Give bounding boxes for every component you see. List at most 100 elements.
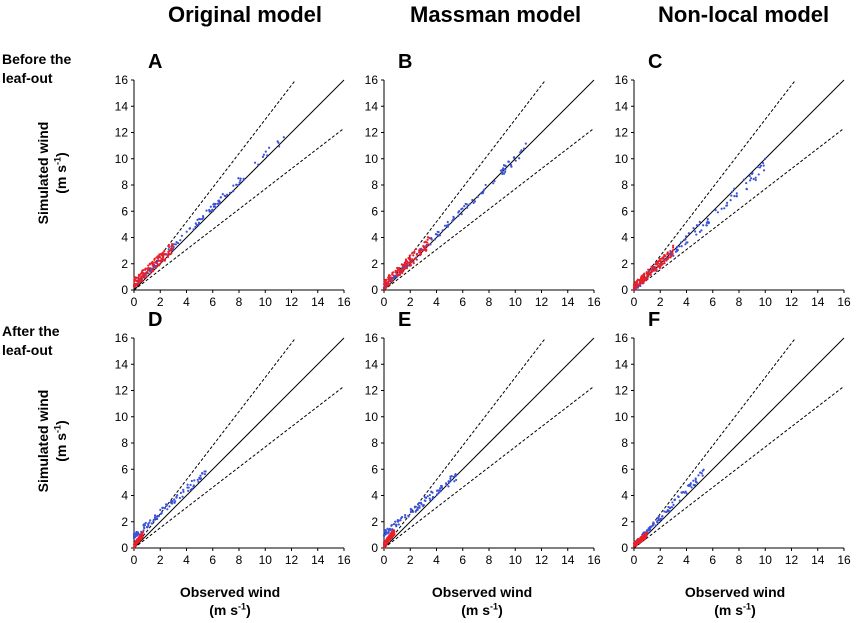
point-b-red-121 bbox=[403, 263, 406, 267]
point-e-blue-38 bbox=[411, 510, 415, 514]
point-f-blue-96 bbox=[672, 503, 675, 507]
point-f-blue-79 bbox=[694, 477, 697, 480]
point-c-red-108 bbox=[650, 265, 653, 268]
point-a-blue-34 bbox=[239, 179, 242, 182]
point-e-blue-98 bbox=[447, 480, 450, 483]
x-tick-label-d-4: 4 bbox=[183, 553, 190, 567]
point-b-blue-22 bbox=[466, 206, 469, 209]
point-a-red-32 bbox=[149, 267, 152, 270]
point-c-red-112 bbox=[662, 259, 665, 262]
x-tick-label-e-8: 8 bbox=[486, 553, 493, 567]
x-tick-label-a-16: 16 bbox=[337, 295, 351, 309]
x-unit-col1-end: ) bbox=[246, 602, 251, 618]
point-e-blue-71 bbox=[452, 475, 455, 478]
point-c-red-125 bbox=[634, 286, 637, 289]
point-a-blue-13 bbox=[264, 150, 267, 153]
y-tick-label-f-6: 6 bbox=[621, 462, 628, 476]
x-tick-label-d-16: 16 bbox=[337, 553, 351, 567]
point-b-blue-79 bbox=[471, 198, 474, 202]
x-tick-label-b-6: 6 bbox=[459, 295, 466, 309]
x-unit-col3-base: (m s bbox=[714, 602, 744, 618]
point-d-blue-97 bbox=[192, 484, 195, 487]
y-tick-label-b-0: 0 bbox=[371, 283, 378, 297]
point-b-blue-68 bbox=[492, 182, 495, 185]
point-b-red-135 bbox=[422, 245, 425, 248]
point-f-blue-5 bbox=[685, 492, 688, 495]
point-c-blue-80 bbox=[754, 176, 757, 179]
point-b-red-60 bbox=[413, 257, 416, 260]
point-b-blue-21 bbox=[504, 168, 507, 171]
point-f-red-62 bbox=[645, 532, 649, 535]
point-d-blue-10 bbox=[203, 472, 207, 476]
x-tick-label-a-4: 4 bbox=[183, 295, 190, 309]
point-c-blue-104 bbox=[700, 229, 703, 232]
point-a-red-52 bbox=[153, 257, 156, 260]
x-tick-label-e-14: 14 bbox=[561, 553, 575, 567]
point-f-blue-106 bbox=[669, 506, 672, 509]
point-c-red-16 bbox=[649, 273, 652, 276]
point-b-red-123 bbox=[418, 249, 421, 252]
point-b-red-129 bbox=[388, 283, 391, 286]
point-a-red-139 bbox=[167, 252, 170, 255]
point-d-blue-104 bbox=[146, 525, 149, 529]
point-a-blue-19 bbox=[228, 191, 232, 194]
point-d-blue-25 bbox=[152, 518, 155, 521]
y-tick-label-a-14: 14 bbox=[115, 99, 129, 113]
point-b-red-109 bbox=[423, 241, 426, 244]
x-tick-label-e-0: 0 bbox=[381, 553, 388, 567]
point-e-blue-17 bbox=[404, 513, 407, 517]
point-a-red-94 bbox=[161, 255, 165, 258]
point-c-red-129 bbox=[634, 281, 638, 284]
point-b-red-84 bbox=[396, 274, 399, 277]
point-b-red-132 bbox=[407, 256, 410, 260]
x-axis-label-col2-main: Observed wind bbox=[431, 584, 533, 600]
point-b-blue-117 bbox=[504, 170, 507, 173]
y-tick-label-d-12: 12 bbox=[115, 384, 129, 398]
point-b-red-119 bbox=[403, 267, 407, 270]
reference-line-a-1 bbox=[133, 79, 296, 291]
column-title-original: Original model bbox=[168, 2, 323, 27]
point-e-blue-70 bbox=[409, 510, 412, 514]
point-a-blue-20 bbox=[172, 243, 176, 246]
point-d-blue-103 bbox=[157, 515, 160, 518]
point-a-red-99 bbox=[167, 243, 170, 247]
x-tick-label-d-12: 12 bbox=[285, 553, 299, 567]
x-tick-label-f-8: 8 bbox=[736, 553, 743, 567]
point-d-blue-7 bbox=[173, 498, 176, 501]
y-tick-label-e-6: 6 bbox=[371, 462, 378, 476]
point-c-red-139 bbox=[646, 273, 649, 276]
panel-label-c: C bbox=[648, 51, 662, 73]
x-axis-label-col1: Observed wind (m s-1) bbox=[160, 583, 300, 619]
point-d-blue-85 bbox=[155, 515, 159, 518]
point-b-red-102 bbox=[396, 266, 399, 270]
point-d-blue-92 bbox=[133, 534, 136, 537]
y-tick-label-f-10: 10 bbox=[615, 410, 629, 424]
x-tick-label-c-12: 12 bbox=[785, 295, 799, 309]
point-f-red-95 bbox=[637, 542, 640, 545]
point-d-blue-66 bbox=[174, 500, 177, 503]
x-axis-label-col2-unit: (m s-1) bbox=[412, 601, 552, 619]
point-d-blue-11 bbox=[179, 491, 183, 494]
point-e-red-87 bbox=[391, 533, 394, 537]
y-tick-label-d-0: 0 bbox=[121, 541, 128, 555]
point-a-blue-74 bbox=[185, 230, 188, 233]
point-b-red-80 bbox=[422, 249, 425, 252]
point-c-blue-68 bbox=[678, 245, 681, 248]
point-c-red-116 bbox=[645, 271, 648, 274]
point-b-blue-114 bbox=[460, 213, 463, 216]
point-d-blue-68 bbox=[144, 521, 147, 524]
point-b-blue-100 bbox=[430, 238, 433, 241]
point-c-red-97 bbox=[638, 282, 641, 285]
point-e-blue-44 bbox=[407, 514, 410, 517]
point-b-blue-4 bbox=[493, 180, 496, 183]
point-b-red-115 bbox=[404, 262, 408, 265]
point-b-blue-115 bbox=[443, 224, 447, 227]
point-a-blue-9 bbox=[253, 161, 257, 164]
reference-line-b-2 bbox=[383, 127, 595, 291]
reference-line-d-0 bbox=[133, 337, 345, 549]
point-b-blue-49 bbox=[433, 238, 436, 241]
x-tick-label-c-16: 16 bbox=[837, 295, 851, 309]
point-c-blue-98 bbox=[685, 241, 688, 244]
point-a-blue-75 bbox=[238, 181, 241, 184]
point-c-blue-81 bbox=[714, 209, 717, 212]
